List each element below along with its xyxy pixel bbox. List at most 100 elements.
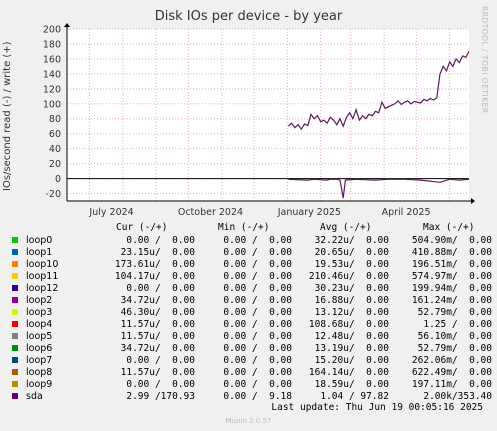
- legend-avg: 108.68u/ 0.00: [308, 319, 389, 330]
- legend-header-min: Min (-/+): [218, 222, 270, 233]
- legend-name: loop0: [26, 235, 53, 246]
- x-axis-arrow: [471, 198, 475, 204]
- series-group: [287, 51, 470, 199]
- legend-min: 0.00 / 0.00: [223, 283, 292, 294]
- legend-row: loop0 0.00 / 0.00 0.00 / 0.00 32.22u/ 0.00 5…: [12, 235, 492, 247]
- legend-cur: 0.00 / 0.00: [126, 235, 195, 246]
- legend-min: 0.00 / 0.00: [223, 247, 292, 258]
- legend-cur: 0.00 / 0.00: [126, 283, 195, 294]
- y-tick-label: -20: [45, 189, 61, 200]
- legend-max: 2.00k/353.40: [423, 391, 492, 402]
- y-tick-label: 120: [43, 84, 61, 95]
- legend-name: loop1: [26, 247, 53, 258]
- legend-swatch: [12, 249, 18, 255]
- legend-row: loop3 46.30u/ 0.00 0.00 / 0.00 13.12u/ 0.00…: [12, 307, 492, 319]
- y-tick-label: 160: [43, 54, 61, 65]
- legend-name: loop10: [26, 259, 59, 270]
- legend-row: loop4 11.57u/ 0.00 0.00 / 0.00 108.68u/ 0.0…: [12, 319, 492, 331]
- legend-min: 0.00 / 0.00: [223, 235, 292, 246]
- legend-row: sda 2.99 /170.93 0.00 / 9.18 1.04 / 97.82 2.…: [12, 391, 492, 403]
- legend-min: 0.00 / 0.00: [223, 319, 292, 330]
- y-tick-label: 80: [49, 114, 61, 125]
- legend-row: loop6 34.72u/ 0.00 0.00 / 0.00 13.19u/ 0.00…: [12, 343, 492, 355]
- legend-swatch: [12, 357, 18, 363]
- legend-avg: 13.12u/ 0.00: [314, 307, 389, 318]
- plot-area: [67, 29, 469, 201]
- legend-swatch: [12, 321, 18, 327]
- legend-avg: 18.59u/ 0.00: [314, 379, 389, 390]
- legend-row: loop10 173.61u/ 0.00 0.00 / 0.00 19.53u/ 0.…: [12, 259, 492, 271]
- y-tick-label: 100: [43, 99, 61, 110]
- legend-swatch: [12, 237, 18, 243]
- series-line-write: [287, 51, 470, 131]
- legend-row: loop1 23.15u/ 0.00 0.00 / 0.00 20.65u/ 0.00…: [12, 247, 492, 259]
- legend-avg: 210.46u/ 0.00: [308, 271, 389, 282]
- legend-cur: 104.17u/ 0.00: [114, 271, 195, 282]
- legend-swatch: [12, 381, 18, 387]
- legend-row: loop8 11.57u/ 0.00 0.00 / 0.00 164.14u/ 0.0…: [12, 367, 492, 379]
- legend-min: 0.00 / 0.00: [223, 355, 292, 366]
- legend-swatch: [12, 369, 18, 375]
- y-tick-label: 0: [55, 174, 61, 185]
- legend-max: 199.94m/ 0.00: [411, 283, 492, 294]
- legend-cur: 173.61u/ 0.00: [114, 259, 195, 270]
- legend-name: loop12: [26, 283, 59, 294]
- legend-cur: 2.99 /170.93: [126, 391, 195, 402]
- legend-row: loop11 104.17u/ 0.00 0.00 / 0.00 210.46u/ 0…: [12, 271, 492, 283]
- legend-cur: 0.00 / 0.00: [126, 355, 195, 366]
- x-tick-label: October 2024: [178, 207, 243, 218]
- legend-avg: 30.23u/ 0.00: [314, 283, 389, 294]
- legend-max: 196.51m/ 0.00: [411, 259, 492, 270]
- last-update: Last update: Thu Jun 19 00:05:16 2025: [271, 402, 483, 413]
- legend-avg: 19.53u/ 0.00: [314, 259, 389, 270]
- legend-name: loop3: [26, 307, 53, 318]
- legend-row: loop12 0.00 / 0.00 0.00 / 0.00 30.23u/ 0.00…: [12, 283, 492, 295]
- legend-avg: 164.14u/ 0.00: [308, 367, 389, 378]
- series-line-read: [288, 178, 470, 199]
- x-ticks: July 2024 October 2024 January 2025 April 2…: [88, 207, 430, 218]
- legend-avg: 15.20u/ 0.00: [314, 355, 389, 366]
- x-tick-label: January 2025: [277, 207, 341, 218]
- y-ticks: -20 0 20 40 60 80 100 120 140 160 180 200: [43, 25, 61, 201]
- munin-version: Munin 2.0.57: [225, 417, 272, 425]
- legend-swatch: [12, 273, 18, 279]
- legend-max: 410.88m/ 0.00: [411, 247, 492, 258]
- legend-row: loop9 0.00 / 0.00 0.00 / 0.00 18.59u/ 0.00 1…: [12, 379, 492, 391]
- legend-name: loop11: [26, 271, 59, 282]
- legend-cur: 11.57u/ 0.00: [120, 319, 195, 330]
- legend-cur: 23.15u/ 0.00: [120, 247, 195, 258]
- legend-header-max: Max (-/+): [423, 222, 475, 233]
- legend-max: 52.79m/ 0.00: [417, 307, 492, 318]
- legend-avg: 32.22u/ 0.00: [314, 235, 389, 246]
- y-axis-arrow: [64, 23, 70, 27]
- grid: [67, 28, 469, 201]
- legend-header-cur: Cur (-/+): [116, 222, 168, 233]
- legend-swatch: [12, 297, 18, 303]
- legend-avg: 16.88u/ 0.00: [314, 295, 389, 306]
- x-tick-label: July 2024: [88, 207, 133, 218]
- legend-swatch: [12, 393, 18, 399]
- legend-max: 52.79m/ 0.00: [417, 343, 492, 354]
- legend-row: loop5 11.57u/ 0.00 0.00 / 0.00 12.48u/ 0.00…: [12, 331, 492, 343]
- y-tick-label: 60: [49, 129, 61, 140]
- x-tick-label: April 2025: [382, 207, 431, 218]
- legend-avg: 20.65u/ 0.00: [314, 247, 389, 258]
- legend-min: 0.00 / 0.00: [223, 307, 292, 318]
- legend-name: loop8: [26, 367, 53, 378]
- y-tick-label: 200: [43, 25, 61, 36]
- legend-max: 262.06m/ 0.00: [411, 355, 492, 366]
- legend-cur: 11.57u/ 0.00: [120, 367, 195, 378]
- legend-name: loop5: [26, 331, 53, 342]
- y-tick-label: 180: [43, 39, 61, 50]
- legend-swatch: [12, 333, 18, 339]
- legend-max: 161.24m/ 0.00: [411, 295, 492, 306]
- legend-max: 574.97m/ 0.00: [411, 271, 492, 282]
- legend-row: loop2 34.72u/ 0.00 0.00 / 0.00 16.88u/ 0.00…: [12, 295, 492, 307]
- legend-name: sda: [26, 391, 43, 402]
- legend-min: 0.00 / 0.00: [223, 259, 292, 270]
- legend-min: 0.00 / 0.00: [223, 379, 292, 390]
- legend-avg: 1.04 / 97.82: [320, 391, 389, 402]
- legend-name: loop2: [26, 295, 53, 306]
